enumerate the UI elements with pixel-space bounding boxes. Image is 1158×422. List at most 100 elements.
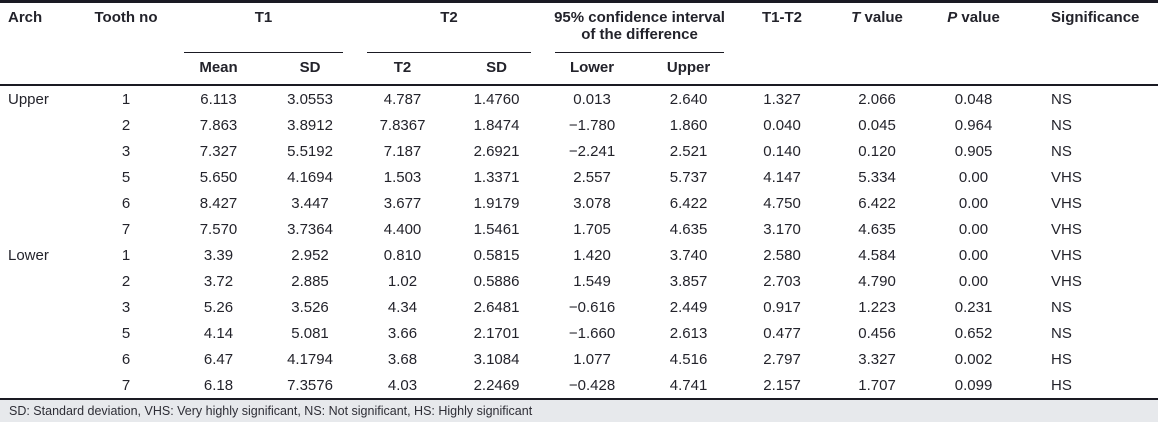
cell-t-value: 4.790 <box>858 272 896 290</box>
cell-t2-sd: 0.5886 <box>473 272 520 290</box>
cell-ci-lower: 1.549 <box>573 272 611 290</box>
cell-ci-upper: 3.857 <box>669 272 708 290</box>
cell-t2-sd: 2.1701 <box>473 324 520 342</box>
cell-significance: VHS <box>1051 272 1082 290</box>
cell-ci-lower: 1.420 <box>573 246 611 264</box>
cell-significance: VHS <box>1051 194 1082 212</box>
cell-t2-sd: 2.6481 <box>473 298 520 316</box>
cell-arch <box>0 138 80 164</box>
cell-t-value: 3.327 <box>858 350 896 368</box>
cell-t1-mean: 7.327 <box>199 142 238 160</box>
cell-t-value: 1.707 <box>858 376 896 394</box>
cell-ci-upper: 1.860 <box>669 116 708 134</box>
cell-significance: HS <box>1051 350 1072 368</box>
table-row: 7 6.18 7.3576 4.03 2.2469 −0.428 4.741 2.157 1.7… <box>0 372 1158 399</box>
group-header-t1: T1 <box>172 2 355 53</box>
cell-t1-t2: 1.327 <box>763 90 801 108</box>
table-row: 6 8.427 3.447 3.677 1.9179 3.078 6.422 4.750 6.4… <box>0 190 1158 216</box>
cell-arch: Lower <box>8 246 49 264</box>
p-value-rest: value <box>957 9 1000 26</box>
cell-ci-upper: 2.521 <box>669 142 708 160</box>
cell-t2-mean: 4.34 <box>387 298 418 316</box>
col-header-tooth-no: Tooth no <box>80 1 172 86</box>
cell-tooth: 1 <box>121 90 131 108</box>
t1-group-underline <box>184 52 344 53</box>
cell-t1-mean: 7.570 <box>199 220 238 238</box>
cell-t2-sd: 3.1084 <box>473 350 520 368</box>
cell-significance: NS <box>1051 90 1072 108</box>
table-row: 5 5.650 4.1694 1.503 1.3371 2.557 5.737 4.147 5.… <box>0 164 1158 190</box>
cell-t-value: 0.045 <box>858 116 896 134</box>
cell-ci-lower: −0.428 <box>568 376 616 394</box>
cell-t1-sd: 4.1694 <box>287 168 333 186</box>
table-row: 3 5.26 3.526 4.34 2.6481 −0.616 2.449 0.917 1.22… <box>0 294 1158 320</box>
cell-t1-t2: 4.147 <box>763 168 801 186</box>
cell-t-value: 2.066 <box>858 90 896 108</box>
cell-t2-sd: 1.3371 <box>473 168 520 186</box>
cell-tooth: 3 <box>121 142 131 160</box>
cell-t1-mean: 7.863 <box>199 116 238 134</box>
cell-arch <box>0 190 80 216</box>
table-footnote: SD: Standard deviation, VHS: Very highly… <box>0 400 1158 422</box>
table-row: 7 7.570 3.7364 4.400 1.5461 1.705 4.635 3.170 4.… <box>0 216 1158 242</box>
cell-tooth: 6 <box>121 350 131 368</box>
cell-t1-sd: 3.7364 <box>287 220 333 238</box>
cell-t1-mean: 4.14 <box>203 324 234 342</box>
cell-significance: VHS <box>1051 220 1082 238</box>
cell-ci-upper: 2.449 <box>669 298 708 316</box>
cell-arch: Upper <box>8 90 49 108</box>
cell-t1-mean: 3.39 <box>203 246 234 264</box>
t2-group-underline <box>367 52 532 53</box>
ci-group-underline <box>555 52 725 53</box>
group-header-t1-label: T1 <box>254 9 273 26</box>
group-header-ci: 95% confidence interval of the differenc… <box>543 2 736 53</box>
cell-t1-t2: 0.140 <box>763 142 801 160</box>
group-header-t2-label: T2 <box>440 9 458 26</box>
cell-t2-mean: 7.8367 <box>379 116 426 134</box>
cell-t-value: 0.456 <box>858 324 896 342</box>
cell-t1-t2: 0.477 <box>763 324 801 342</box>
cell-t1-sd: 3.8912 <box>287 116 333 134</box>
table-row: 5 4.14 5.081 3.66 2.1701 −1.660 2.613 0.477 0.45… <box>0 320 1158 346</box>
cell-t1-t2: 2.580 <box>763 246 801 264</box>
cell-t-value: 6.422 <box>858 194 896 212</box>
subcol-header-t1-mean: Mean <box>172 53 265 86</box>
cell-p-value: 0.002 <box>954 350 993 368</box>
cell-ci-lower: 3.078 <box>573 194 611 212</box>
cell-t1-sd: 5.081 <box>291 324 329 342</box>
col-header-p-value: P value <box>926 1 1022 86</box>
cell-t2-mean: 4.400 <box>383 220 422 238</box>
cell-tooth: 2 <box>121 272 131 290</box>
table-body: Upper 1 6.113 3.0553 4.787 1.4760 0.013 2.640 1.… <box>0 85 1158 399</box>
cell-significance: NS <box>1051 324 1072 342</box>
cell-significance: NS <box>1051 298 1072 316</box>
cell-t1-sd: 2.885 <box>291 272 329 290</box>
cell-t-value: 4.584 <box>858 246 896 264</box>
table-row: 2 7.863 3.8912 7.8367 1.8474 −1.780 1.860 0.040… <box>0 112 1158 138</box>
cell-ci-upper: 4.741 <box>669 376 708 394</box>
cell-t2-mean: 7.187 <box>383 142 422 160</box>
cell-tooth: 6 <box>121 194 131 212</box>
cell-p-value: 0.652 <box>954 324 993 342</box>
table-row: Lower 1 3.39 2.952 0.810 0.5815 1.420 3.740 2.58… <box>0 242 1158 268</box>
cell-t2-sd: 1.5461 <box>473 220 520 238</box>
cell-ci-lower: −1.660 <box>568 324 616 342</box>
cell-t2-sd: 0.5815 <box>473 246 520 264</box>
cell-significance: NS <box>1051 116 1072 134</box>
cell-t1-mean: 5.26 <box>203 298 234 316</box>
cell-t1-t2: 2.797 <box>763 350 801 368</box>
cell-significance: VHS <box>1051 246 1082 264</box>
cell-t-value: 0.120 <box>858 142 896 160</box>
cell-t1-t2: 2.703 <box>763 272 801 290</box>
cell-t1-mean: 6.113 <box>200 90 237 108</box>
cell-ci-upper: 2.613 <box>669 324 708 342</box>
cell-t2-mean: 0.810 <box>383 246 422 264</box>
cell-t2-mean: 4.787 <box>383 90 422 108</box>
cell-arch <box>0 372 80 399</box>
cell-t-value: 4.635 <box>858 220 896 238</box>
cell-tooth: 7 <box>121 376 131 394</box>
cell-ci-lower: 1.705 <box>573 220 611 238</box>
cell-t2-mean: 3.66 <box>387 324 418 342</box>
cell-ci-upper: 5.737 <box>669 168 708 186</box>
cell-t1-t2: 3.170 <box>763 220 801 238</box>
